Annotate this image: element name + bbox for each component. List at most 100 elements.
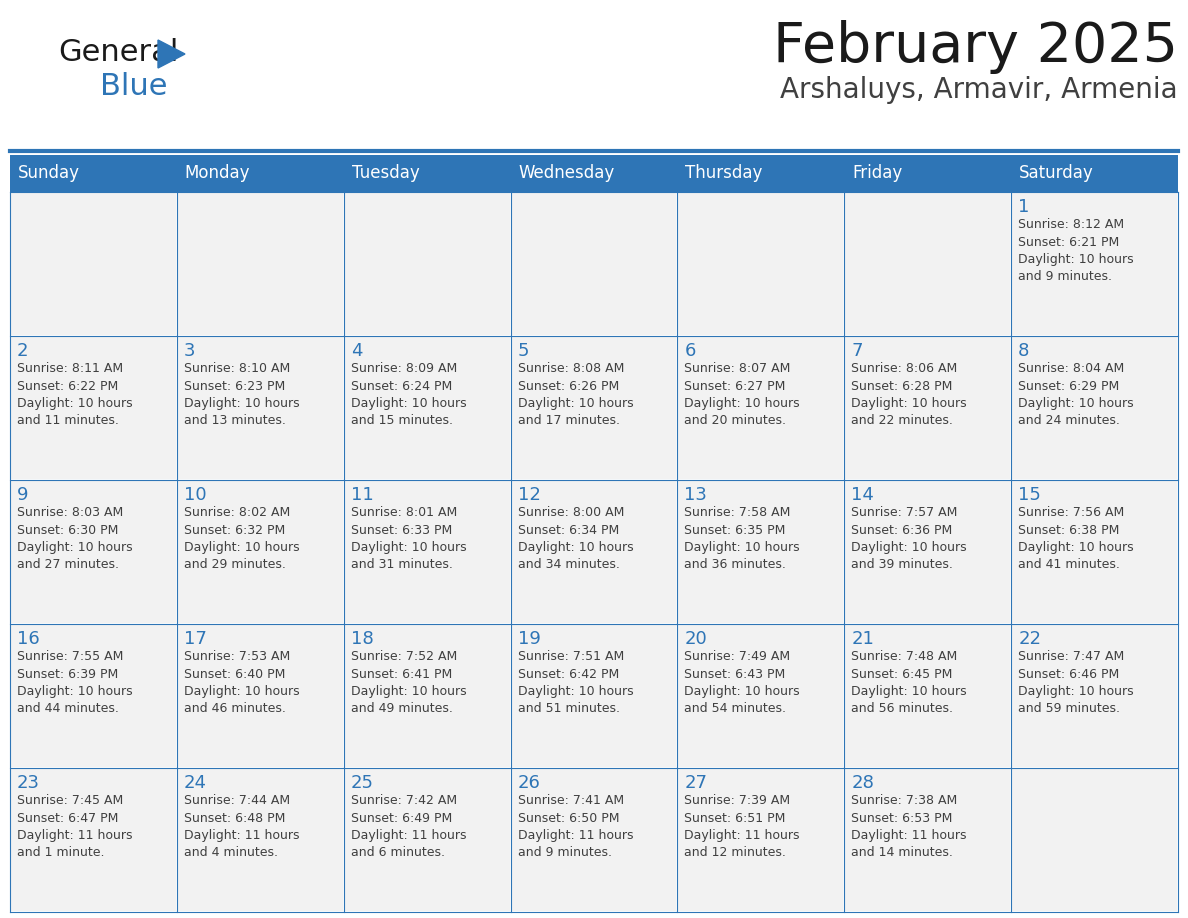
Text: Sunrise: 7:55 AM
Sunset: 6:39 PM
Daylight: 10 hours
and 44 minutes.: Sunrise: 7:55 AM Sunset: 6:39 PM Dayligh…	[17, 650, 133, 715]
Text: Sunrise: 7:48 AM
Sunset: 6:45 PM
Daylight: 10 hours
and 56 minutes.: Sunrise: 7:48 AM Sunset: 6:45 PM Dayligh…	[852, 650, 967, 715]
Text: Sunrise: 7:38 AM
Sunset: 6:53 PM
Daylight: 11 hours
and 14 minutes.: Sunrise: 7:38 AM Sunset: 6:53 PM Dayligh…	[852, 794, 967, 859]
Text: 21: 21	[852, 630, 874, 648]
Text: 8: 8	[1018, 342, 1030, 360]
Text: Tuesday: Tuesday	[352, 164, 419, 183]
Text: 26: 26	[518, 774, 541, 792]
Bar	[846, 481, 1010, 623]
Text: 28: 28	[852, 774, 874, 792]
Bar	[11, 481, 176, 623]
Bar	[11, 769, 176, 911]
Bar	[178, 625, 342, 767]
Text: 15: 15	[1018, 486, 1041, 504]
Text: Friday: Friday	[852, 164, 903, 183]
Text: February 2025: February 2025	[773, 20, 1178, 74]
Text: Sunrise: 7:52 AM
Sunset: 6:41 PM
Daylight: 10 hours
and 49 minutes.: Sunrise: 7:52 AM Sunset: 6:41 PM Dayligh…	[350, 650, 467, 715]
Text: 25: 25	[350, 774, 374, 792]
Bar	[178, 481, 342, 623]
Bar	[678, 193, 843, 335]
Text: 5: 5	[518, 342, 529, 360]
Text: Sunrise: 7:49 AM
Sunset: 6:43 PM
Daylight: 10 hours
and 54 minutes.: Sunrise: 7:49 AM Sunset: 6:43 PM Dayligh…	[684, 650, 800, 715]
Bar	[11, 337, 176, 479]
Text: Sunrise: 7:39 AM
Sunset: 6:51 PM
Daylight: 11 hours
and 12 minutes.: Sunrise: 7:39 AM Sunset: 6:51 PM Dayligh…	[684, 794, 800, 859]
Text: Sunrise: 7:42 AM
Sunset: 6:49 PM
Daylight: 11 hours
and 6 minutes.: Sunrise: 7:42 AM Sunset: 6:49 PM Dayligh…	[350, 794, 466, 859]
Text: Saturday: Saturday	[1019, 164, 1094, 183]
Bar	[178, 337, 342, 479]
Bar	[512, 193, 676, 335]
Text: 16: 16	[17, 630, 39, 648]
Text: 18: 18	[350, 630, 373, 648]
Bar	[678, 769, 843, 911]
Bar	[846, 625, 1010, 767]
Text: Monday: Monday	[185, 164, 251, 183]
Text: 12: 12	[518, 486, 541, 504]
Text: 7: 7	[852, 342, 862, 360]
Text: Sunrise: 8:08 AM
Sunset: 6:26 PM
Daylight: 10 hours
and 17 minutes.: Sunrise: 8:08 AM Sunset: 6:26 PM Dayligh…	[518, 362, 633, 428]
Text: Sunrise: 8:11 AM
Sunset: 6:22 PM
Daylight: 10 hours
and 11 minutes.: Sunrise: 8:11 AM Sunset: 6:22 PM Dayligh…	[17, 362, 133, 428]
Bar	[846, 337, 1010, 479]
Text: 6: 6	[684, 342, 696, 360]
Bar	[1012, 625, 1177, 767]
Bar	[678, 625, 843, 767]
Text: Wednesday: Wednesday	[519, 164, 615, 183]
Text: Sunrise: 8:01 AM
Sunset: 6:33 PM
Daylight: 10 hours
and 31 minutes.: Sunrise: 8:01 AM Sunset: 6:33 PM Dayligh…	[350, 506, 467, 572]
Bar	[1012, 481, 1177, 623]
Text: Sunrise: 7:41 AM
Sunset: 6:50 PM
Daylight: 11 hours
and 9 minutes.: Sunrise: 7:41 AM Sunset: 6:50 PM Dayligh…	[518, 794, 633, 859]
Text: 19: 19	[518, 630, 541, 648]
Bar	[846, 193, 1010, 335]
Text: 4: 4	[350, 342, 362, 360]
Text: Sunrise: 8:07 AM
Sunset: 6:27 PM
Daylight: 10 hours
and 20 minutes.: Sunrise: 8:07 AM Sunset: 6:27 PM Dayligh…	[684, 362, 800, 428]
Bar	[178, 769, 342, 911]
Bar	[11, 625, 176, 767]
Text: Sunrise: 7:53 AM
Sunset: 6:40 PM
Daylight: 10 hours
and 46 minutes.: Sunrise: 7:53 AM Sunset: 6:40 PM Dayligh…	[184, 650, 299, 715]
Text: Blue: Blue	[100, 72, 168, 101]
Text: Sunrise: 8:12 AM
Sunset: 6:21 PM
Daylight: 10 hours
and 9 minutes.: Sunrise: 8:12 AM Sunset: 6:21 PM Dayligh…	[1018, 218, 1133, 284]
Bar	[345, 625, 510, 767]
Text: Sunrise: 8:00 AM
Sunset: 6:34 PM
Daylight: 10 hours
and 34 minutes.: Sunrise: 8:00 AM Sunset: 6:34 PM Dayligh…	[518, 506, 633, 572]
Text: 17: 17	[184, 630, 207, 648]
Text: 9: 9	[17, 486, 29, 504]
Text: Sunrise: 7:51 AM
Sunset: 6:42 PM
Daylight: 10 hours
and 51 minutes.: Sunrise: 7:51 AM Sunset: 6:42 PM Dayligh…	[518, 650, 633, 715]
Bar	[846, 769, 1010, 911]
Text: 14: 14	[852, 486, 874, 504]
Polygon shape	[158, 40, 185, 68]
Text: 11: 11	[350, 486, 373, 504]
Bar	[1012, 337, 1177, 479]
Text: 27: 27	[684, 774, 707, 792]
Text: 22: 22	[1018, 630, 1041, 648]
Text: Sunrise: 8:09 AM
Sunset: 6:24 PM
Daylight: 10 hours
and 15 minutes.: Sunrise: 8:09 AM Sunset: 6:24 PM Dayligh…	[350, 362, 467, 428]
Bar	[345, 337, 510, 479]
Bar	[678, 481, 843, 623]
Text: 20: 20	[684, 630, 707, 648]
Bar	[1012, 769, 1177, 911]
Text: Sunday: Sunday	[18, 164, 80, 183]
Bar	[10, 155, 1178, 192]
Bar	[345, 481, 510, 623]
Text: Sunrise: 7:56 AM
Sunset: 6:38 PM
Daylight: 10 hours
and 41 minutes.: Sunrise: 7:56 AM Sunset: 6:38 PM Dayligh…	[1018, 506, 1133, 572]
Bar	[512, 625, 676, 767]
Text: Sunrise: 8:02 AM
Sunset: 6:32 PM
Daylight: 10 hours
and 29 minutes.: Sunrise: 8:02 AM Sunset: 6:32 PM Dayligh…	[184, 506, 299, 572]
Bar	[1012, 193, 1177, 335]
Bar	[512, 337, 676, 479]
Text: Sunrise: 7:47 AM
Sunset: 6:46 PM
Daylight: 10 hours
and 59 minutes.: Sunrise: 7:47 AM Sunset: 6:46 PM Dayligh…	[1018, 650, 1133, 715]
Text: Sunrise: 8:10 AM
Sunset: 6:23 PM
Daylight: 10 hours
and 13 minutes.: Sunrise: 8:10 AM Sunset: 6:23 PM Dayligh…	[184, 362, 299, 428]
Bar	[512, 481, 676, 623]
Text: Thursday: Thursday	[685, 164, 763, 183]
Text: Sunrise: 8:06 AM
Sunset: 6:28 PM
Daylight: 10 hours
and 22 minutes.: Sunrise: 8:06 AM Sunset: 6:28 PM Dayligh…	[852, 362, 967, 428]
Text: 10: 10	[184, 486, 207, 504]
Bar	[345, 769, 510, 911]
Bar	[512, 769, 676, 911]
Bar	[678, 337, 843, 479]
Bar	[345, 193, 510, 335]
Text: Sunrise: 7:57 AM
Sunset: 6:36 PM
Daylight: 10 hours
and 39 minutes.: Sunrise: 7:57 AM Sunset: 6:36 PM Dayligh…	[852, 506, 967, 572]
Text: Sunrise: 7:45 AM
Sunset: 6:47 PM
Daylight: 11 hours
and 1 minute.: Sunrise: 7:45 AM Sunset: 6:47 PM Dayligh…	[17, 794, 133, 859]
Text: Arshaluys, Armavir, Armenia: Arshaluys, Armavir, Armenia	[781, 76, 1178, 104]
Text: 1: 1	[1018, 198, 1030, 216]
Text: General: General	[58, 38, 178, 67]
Bar	[11, 193, 176, 335]
Text: 13: 13	[684, 486, 707, 504]
Text: 23: 23	[17, 774, 40, 792]
Text: Sunrise: 7:44 AM
Sunset: 6:48 PM
Daylight: 11 hours
and 4 minutes.: Sunrise: 7:44 AM Sunset: 6:48 PM Dayligh…	[184, 794, 299, 859]
Text: 24: 24	[184, 774, 207, 792]
Bar	[178, 193, 342, 335]
Text: 3: 3	[184, 342, 195, 360]
